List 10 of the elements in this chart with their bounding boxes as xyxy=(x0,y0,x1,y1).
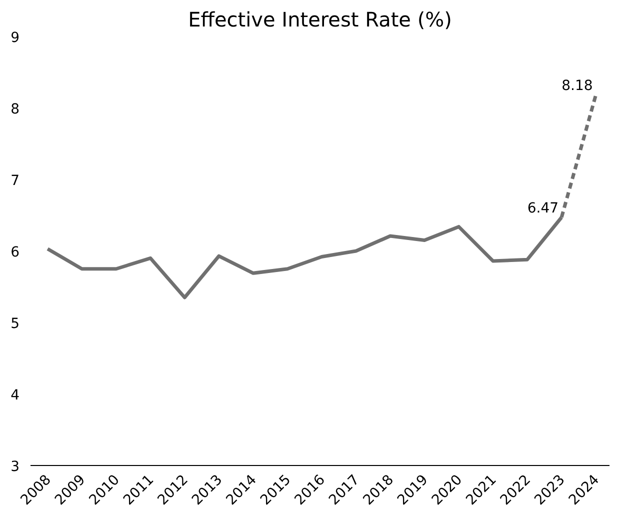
data-label: 6.47 xyxy=(527,200,559,216)
y-tick-label: 8 xyxy=(10,102,20,118)
data-label: 8.18 xyxy=(562,78,593,94)
y-tick-label: 9 xyxy=(10,30,20,46)
y-tick-label: 4 xyxy=(10,388,20,404)
y-tick-label: 5 xyxy=(10,316,20,332)
y-tick-label: 7 xyxy=(10,173,20,189)
y-tick-label: 6 xyxy=(10,244,20,260)
y-tick-label: 3 xyxy=(10,459,20,475)
chart-title: Effective Interest Rate (%) xyxy=(188,8,452,32)
